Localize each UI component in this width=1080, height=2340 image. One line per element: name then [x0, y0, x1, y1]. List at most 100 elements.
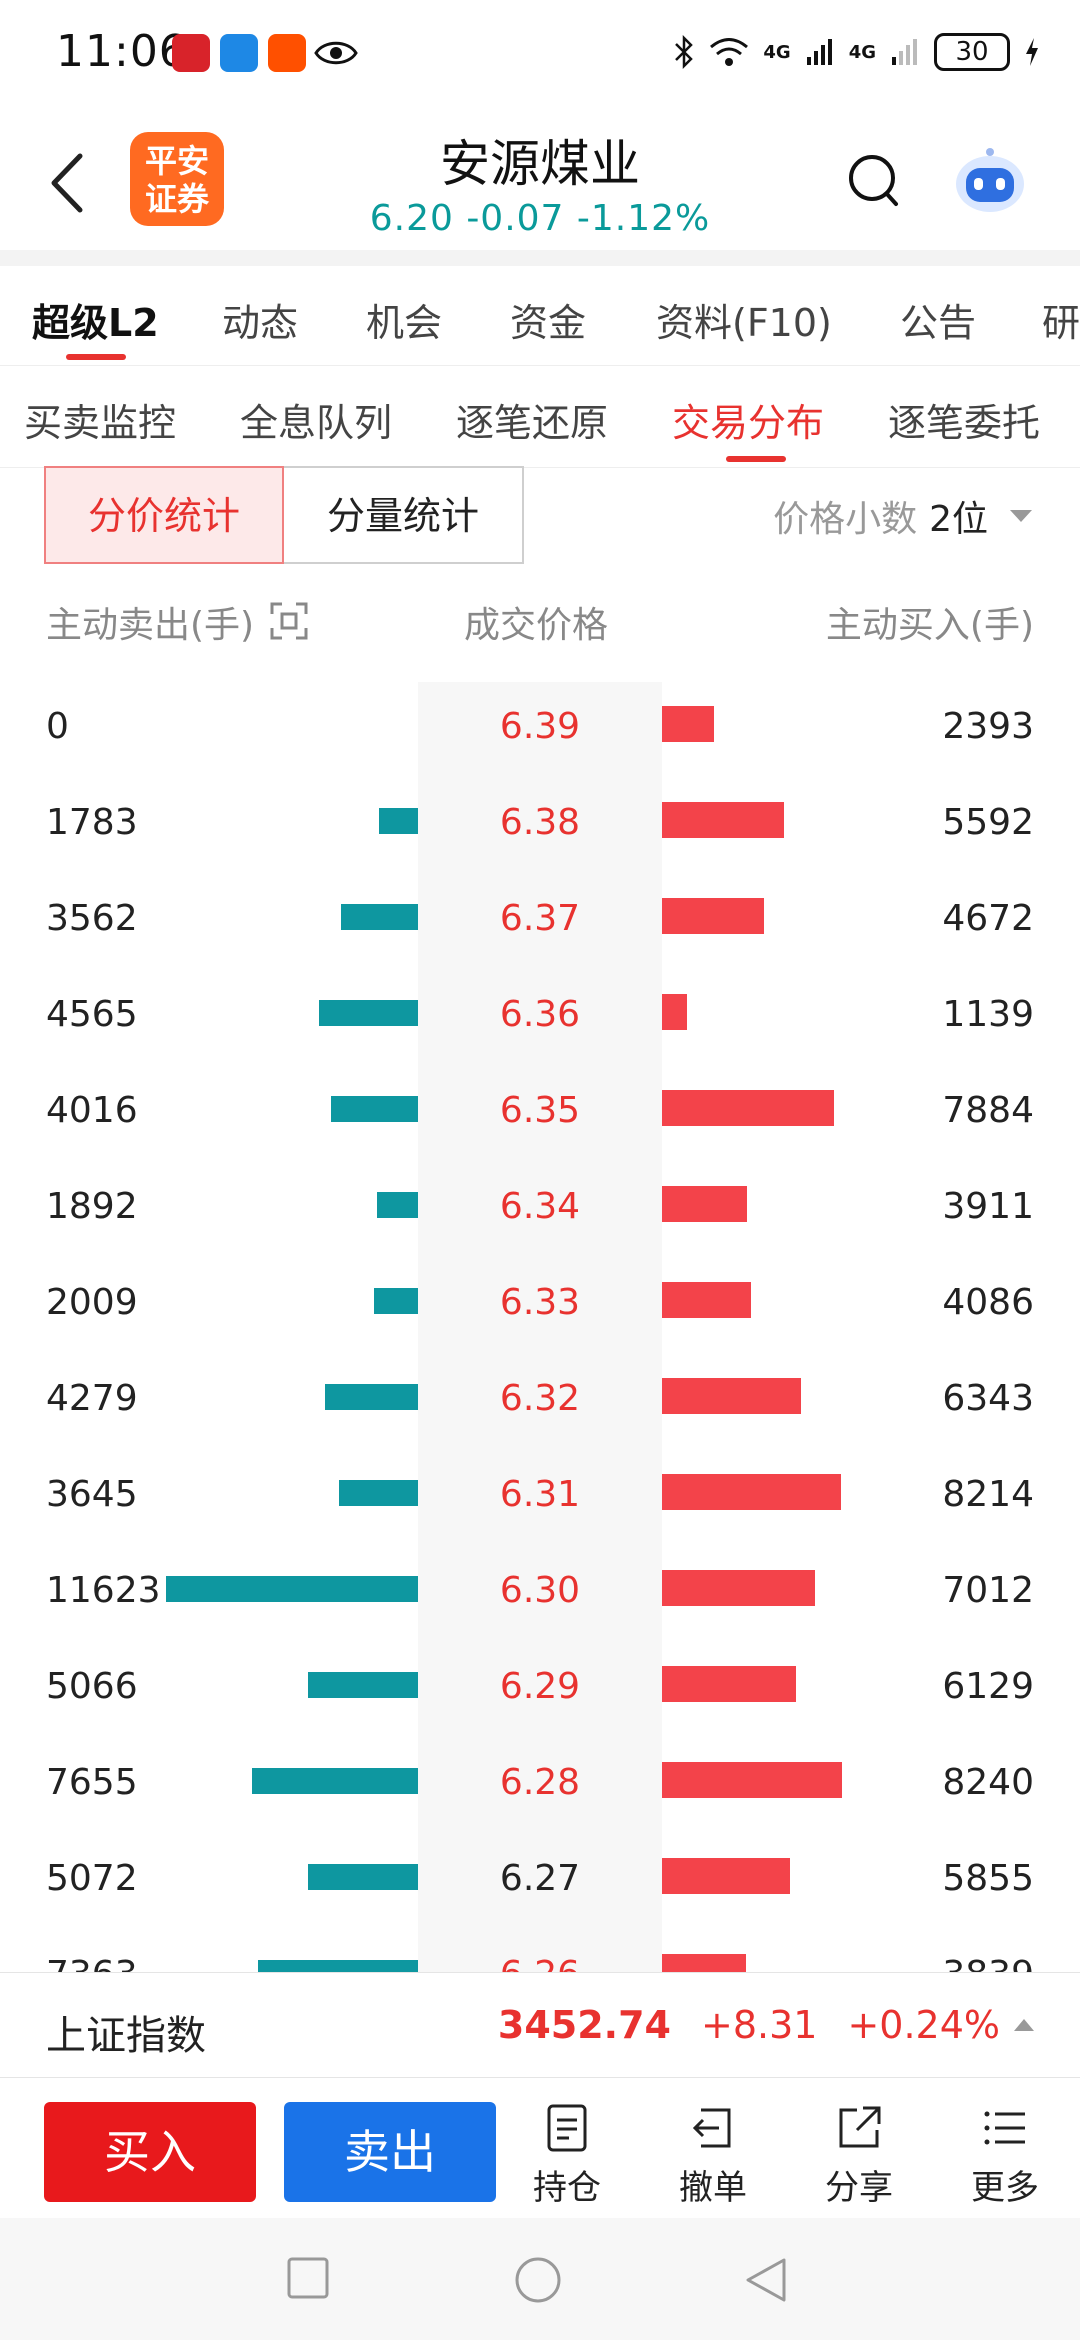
sell-column-header: 主动卖出(手): [46, 605, 255, 646]
back-nav-icon[interactable]: [744, 2256, 788, 2304]
table-row: 7363 6.26 3839: [0, 1930, 1080, 1972]
sub-tabs: 买卖监控 全息队列 逐笔还原 交易分布 逐笔委托: [0, 368, 1080, 468]
back-arrow-icon[interactable]: [44, 148, 94, 218]
buy-volume: 5855: [942, 1858, 1034, 1899]
system-nav-bar: [0, 2218, 1080, 2340]
notes-app-icon: [220, 34, 258, 72]
subtab-trade-distribution[interactable]: 交易分布: [672, 401, 825, 445]
table-row: 1892 6.34 3911: [0, 1162, 1080, 1258]
buy-volume: 6343: [942, 1378, 1034, 1419]
table-row: 3562 6.37 4672: [0, 874, 1080, 970]
index-ticker[interactable]: 上证指数 3452.74 +8.31 +0.24%: [0, 1972, 1080, 2078]
trade-price: 6.32: [499, 1378, 581, 1419]
expand-up-icon[interactable]: [1014, 2019, 1034, 2031]
status-bar: 11:06 4G 4G 30: [0, 0, 1080, 104]
buy-volume-bar: [662, 1282, 751, 1318]
sell-volume: 0: [46, 706, 69, 747]
buy-volume-bar: [662, 994, 687, 1030]
tab-opportunity[interactable]: 机会: [366, 301, 443, 345]
home-icon[interactable]: [514, 2256, 562, 2304]
tab-research[interactable]: 研: [1042, 301, 1080, 345]
buy-volume: 7012: [942, 1570, 1034, 1611]
sell-volume-bar: [308, 1672, 418, 1698]
search-icon[interactable]: [846, 152, 902, 212]
signal-icon: [806, 39, 832, 65]
sell-volume: 2009: [46, 1282, 138, 1323]
tab-active-indicator: [66, 354, 126, 360]
sell-volume: 3562: [46, 898, 138, 939]
sell-volume: 5066: [46, 1666, 138, 1707]
action-bar: 买入 卖出 持仓 撤单 分享 更多: [0, 2078, 1080, 2218]
price-decimals-value: 2位: [929, 499, 988, 540]
subtab-bid-ask-monitor[interactable]: 买卖监控: [24, 401, 177, 445]
subtab-full-queue[interactable]: 全息队列: [240, 401, 393, 445]
sell-volume-bar: [258, 1960, 418, 1972]
trade-price: 6.36: [499, 994, 581, 1035]
index-change: +8.31: [700, 2003, 818, 2047]
buy-volume: 4672: [942, 898, 1034, 939]
bluetooth-icon: [675, 34, 694, 70]
sell-volume-bar: [341, 904, 418, 930]
buy-button[interactable]: 买入: [44, 2102, 256, 2202]
expand-icon[interactable]: [268, 600, 310, 642]
tab-announcements[interactable]: 公告: [900, 301, 977, 345]
sell-volume-bar: [325, 1384, 418, 1410]
table-row: 4565 6.36 1139: [0, 970, 1080, 1066]
table-row: 5066 6.29 6129: [0, 1642, 1080, 1738]
sell-volume-bar: [374, 1288, 418, 1314]
price-decimals-select[interactable]: 价格小数 2位: [773, 490, 1032, 542]
subtab-tick-replay[interactable]: 逐笔还原: [456, 401, 609, 445]
buy-volume: 8214: [942, 1474, 1034, 1515]
tab-super-l2[interactable]: 超级L2: [32, 301, 159, 345]
cancel-order-label: 撤单: [679, 2168, 747, 2208]
buy-volume-bar: [662, 1762, 842, 1798]
stock-quote: 6.20 -0.07 -1.12%: [369, 198, 711, 239]
sell-volume: 4016: [46, 1090, 138, 1131]
by-price-toggle[interactable]: 分价统计: [44, 466, 284, 564]
table-row: 2009 6.33 4086: [0, 1258, 1080, 1354]
tab-f10[interactable]: 资料(F10): [656, 301, 832, 345]
sell-volume: 1783: [46, 802, 138, 843]
buy-volume: 7884: [942, 1090, 1034, 1131]
buy-volume-bar: [662, 1858, 790, 1894]
buy-column-header: 主动买入(手): [825, 605, 1034, 646]
buy-volume: 8240: [942, 1762, 1034, 1803]
position-button[interactable]: 持仓: [512, 2102, 622, 2212]
trade-distribution-table: 0 6.39 2393 1783 6.38 5592 3562 6.37 4672 4565 6.3…: [0, 682, 1080, 1972]
buy-volume-bar: [662, 1186, 747, 1222]
buy-volume-bar: [662, 1474, 841, 1510]
buy-volume: 3839: [942, 1954, 1034, 1972]
network-type-2: 4G: [848, 41, 876, 63]
charging-icon: [1026, 38, 1038, 66]
sell-volume: 5072: [46, 1858, 138, 1899]
tab-dynamics[interactable]: 动态: [222, 301, 299, 345]
by-volume-toggle[interactable]: 分量统计: [284, 466, 524, 564]
network-type-1: 4G: [763, 41, 791, 63]
price-column-header: 成交价格: [463, 605, 608, 646]
stock-header: 平安 证券 安源煤业 6.20 -0.07 -1.12%: [0, 110, 1080, 250]
recent-apps-icon[interactable]: [286, 2256, 330, 2300]
sell-button[interactable]: 卖出: [284, 2102, 496, 2202]
tab-funds[interactable]: 资金: [510, 301, 587, 345]
logo-text-1: 平安: [144, 142, 209, 180]
share-icon: [839, 2106, 881, 2148]
index-change-pct: +0.24%: [847, 2003, 1000, 2047]
logo-text-2: 证券: [144, 180, 209, 218]
buy-volume-bar: [662, 1378, 801, 1414]
ai-assistant-robot-icon[interactable]: [950, 140, 1030, 220]
buy-volume-bar: [662, 1570, 815, 1606]
subtab-tick-orders[interactable]: 逐笔委托: [888, 401, 1041, 445]
trade-price: 6.29: [499, 1666, 581, 1707]
more-button[interactable]: 更多: [950, 2102, 1060, 2212]
share-button[interactable]: 分享: [804, 2102, 914, 2212]
sell-volume: 7655: [46, 1762, 138, 1803]
sell-volume: 1892: [46, 1186, 138, 1227]
dropdown-caret-icon: [1010, 510, 1032, 522]
taobao-app-icon: [268, 34, 306, 72]
cancel-order-button[interactable]: 撤单: [658, 2102, 768, 2212]
subtab-active-indicator: [726, 456, 786, 462]
buy-volume-bar: [662, 706, 714, 742]
undo-icon: [692, 2108, 731, 2148]
broker-logo[interactable]: 平安 证券: [130, 132, 224, 226]
buy-volume: 6129: [942, 1666, 1034, 1707]
